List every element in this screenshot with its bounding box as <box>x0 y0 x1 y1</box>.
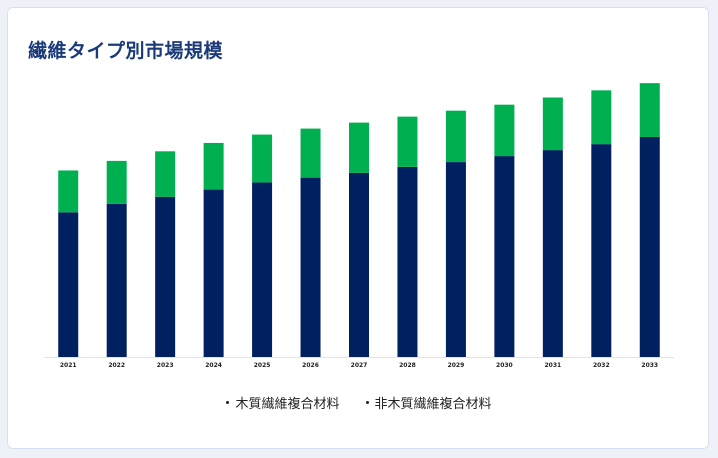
x-tick-label: 2025 <box>254 362 271 369</box>
bar-non-wood-2025 <box>252 134 273 183</box>
chart-title: 繊維タイプ別市場規模 <box>28 40 224 62</box>
bar-wood-2033 <box>639 136 660 357</box>
legend-label-non-wood: 非木質繊維複合材料 <box>374 397 492 412</box>
x-tick-label: 2032 <box>593 362 610 369</box>
legend-marker-wood <box>226 401 230 404</box>
bar-wood-2022 <box>106 203 127 357</box>
bar-non-wood-2021 <box>58 170 79 213</box>
bar-non-wood-2032 <box>591 90 612 145</box>
bar-wood-2023 <box>155 196 176 357</box>
bar-wood-2031 <box>542 150 563 357</box>
bar-wood-2032 <box>591 144 612 357</box>
bar-wood-2021 <box>58 212 79 357</box>
bar-wood-2029 <box>445 162 466 357</box>
bar-non-wood-2027 <box>349 122 369 173</box>
bar-non-wood-2028 <box>397 116 418 167</box>
bar-non-wood-2026 <box>300 128 321 178</box>
bar-wood-2026 <box>300 177 321 357</box>
x-tick-label: 2021 <box>60 362 77 369</box>
x-tick-label: 2033 <box>641 362 658 369</box>
x-tick-label: 2031 <box>544 362 561 369</box>
bar-non-wood-2022 <box>106 160 127 204</box>
x-tick-label: 2024 <box>205 362 222 369</box>
bar-non-wood-2031 <box>542 97 563 151</box>
legend-marker-non-wood <box>365 401 369 404</box>
x-tick-label: 2030 <box>496 362 513 369</box>
bar-non-wood-2030 <box>494 104 515 157</box>
bar-wood-2028 <box>397 166 418 357</box>
chart-legend: 木質繊維複合材料 非木質繊維複合材料 <box>0 393 718 412</box>
x-tick-label: 2022 <box>108 362 125 369</box>
x-tick-label: 2023 <box>157 362 174 369</box>
legend-label-wood: 木質繊維複合材料 <box>235 397 340 412</box>
legend-item-wood[interactable]: 木質繊維複合材料 <box>226 393 340 412</box>
legend-item-non-wood[interactable]: 非木質繊維複合材料 <box>365 393 492 412</box>
x-tick-label: 2027 <box>351 362 368 369</box>
bar-non-wood-2024 <box>203 142 224 190</box>
x-tick-label: 2028 <box>399 362 416 369</box>
bar-wood-2027 <box>349 172 369 357</box>
bar-wood-2024 <box>203 189 224 357</box>
bar-non-wood-2023 <box>155 151 176 197</box>
bar-non-wood-2033 <box>639 83 660 137</box>
bar-wood-2025 <box>252 182 273 357</box>
x-tick-label: 2026 <box>302 362 319 369</box>
x-tick-label: 2029 <box>448 362 465 369</box>
bar-non-wood-2029 <box>445 110 466 163</box>
bar-wood-2030 <box>494 156 515 357</box>
